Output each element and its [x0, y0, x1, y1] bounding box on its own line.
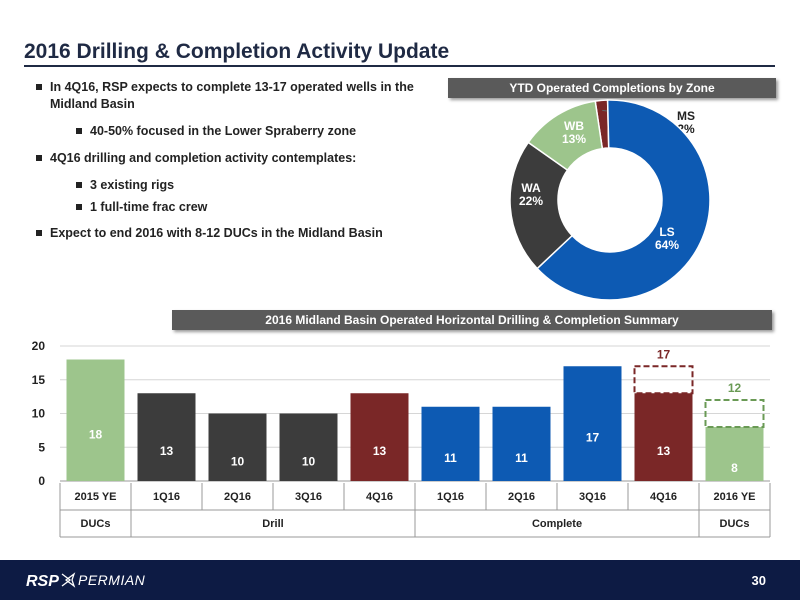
bar-value-label: 17: [586, 431, 600, 445]
sub-bullet-item: 40-50% focused in the Lower Spraberry zo…: [74, 123, 434, 140]
x-tick-label: 4Q16: [366, 491, 393, 503]
y-tick-label: 10: [32, 407, 46, 421]
pie-pct-wb: 13%: [562, 132, 586, 146]
pie-chart-title: YTD Operated Completions by Zone: [448, 78, 776, 98]
bar-value-label: 13: [160, 444, 174, 458]
footer-bar: RSP PERMIAN 30: [0, 560, 800, 600]
x-tick-label: 3Q16: [295, 491, 322, 503]
group-label: DUCs: [81, 518, 111, 530]
rsp-permian-logo: RSP PERMIAN: [26, 572, 146, 590]
pie-label-wa: WA: [521, 181, 541, 195]
bullet-item: Expect to end 2016 with 8-12 DUCs in the…: [34, 225, 434, 242]
bar-chart: 0 5 10 15 20 18 13 10 10 13 11 11 17 13 8 17 12 2015 YE 1Q…: [32, 339, 771, 538]
logo-text-left: RSP: [26, 573, 59, 590]
page-title: 2016 Drilling & Completion Activity Upda…: [24, 40, 450, 63]
x-tick-label: 2Q16: [224, 491, 251, 503]
bar: [563, 366, 622, 481]
pie-slice-wa: [509, 141, 574, 270]
bar: [350, 393, 409, 481]
bar: [279, 413, 338, 481]
pie-slice-wb: [527, 100, 604, 172]
pie-label-ms: MS: [677, 109, 695, 123]
bar-value-label: 11: [444, 451, 457, 465]
sub-bullet-item: 1 full-time frac crew: [74, 199, 434, 216]
bar-value-label: 13: [373, 444, 387, 458]
bar: [634, 393, 693, 481]
pie-label-ls: LS: [659, 225, 674, 239]
bar-value-label: 18: [89, 427, 103, 441]
x-tick-label: 1Q16: [437, 491, 464, 503]
y-tick-label: 5: [38, 440, 45, 454]
logo-text-right: PERMIAN: [78, 572, 146, 588]
bullet-item: 4Q16 drilling and completion activity co…: [34, 150, 434, 167]
pie-pct-wa: 22%: [519, 194, 543, 208]
bar: [66, 359, 125, 481]
star-icon: [61, 572, 76, 588]
y-tick-label: 15: [32, 373, 46, 387]
y-tick-label: 20: [32, 339, 46, 353]
group-label: Complete: [532, 518, 582, 530]
range-label: 12: [728, 381, 742, 395]
range-box: [633, 365, 694, 395]
title-rule: [24, 65, 775, 67]
range-box: [704, 399, 765, 428]
bar-value-label: 8: [731, 461, 738, 475]
x-tick-label: 1Q16: [153, 491, 180, 503]
y-tick-label: 0: [38, 474, 45, 488]
x-tick-label: 4Q16: [650, 491, 677, 503]
bar-value-label: 10: [231, 454, 245, 468]
bar-value-label: 13: [657, 444, 671, 458]
group-label: DUCs: [720, 518, 750, 530]
range-label: 17: [657, 347, 671, 361]
bar: [137, 393, 196, 481]
x-tick-label: 2Q16: [508, 491, 535, 503]
bar-value-label: 11: [515, 451, 528, 465]
bar: [208, 413, 267, 481]
bar-value-label: 10: [302, 454, 316, 468]
x-tick-label: 3Q16: [579, 491, 606, 503]
bar: [421, 406, 480, 481]
pie-label-wb: WB: [564, 119, 584, 133]
group-label: Drill: [262, 518, 283, 530]
bullet-list: In 4Q16, RSP expects to complete 13-17 o…: [34, 79, 434, 242]
page-number: 30: [751, 573, 766, 588]
bar: [705, 427, 764, 481]
pie-pct-ls: 64%: [655, 238, 679, 252]
x-tick-label: 2016 YE: [713, 491, 755, 503]
x-tick-label: 2015 YE: [74, 491, 116, 503]
sub-bullet-item: 3 existing rigs: [74, 177, 434, 194]
bullet-item: In 4Q16, RSP expects to complete 13-17 o…: [34, 79, 434, 113]
pie-slice-ls: [536, 99, 711, 301]
bar: [492, 406, 551, 481]
bar-chart-title: 2016 Midland Basin Operated Horizontal D…: [172, 310, 772, 330]
